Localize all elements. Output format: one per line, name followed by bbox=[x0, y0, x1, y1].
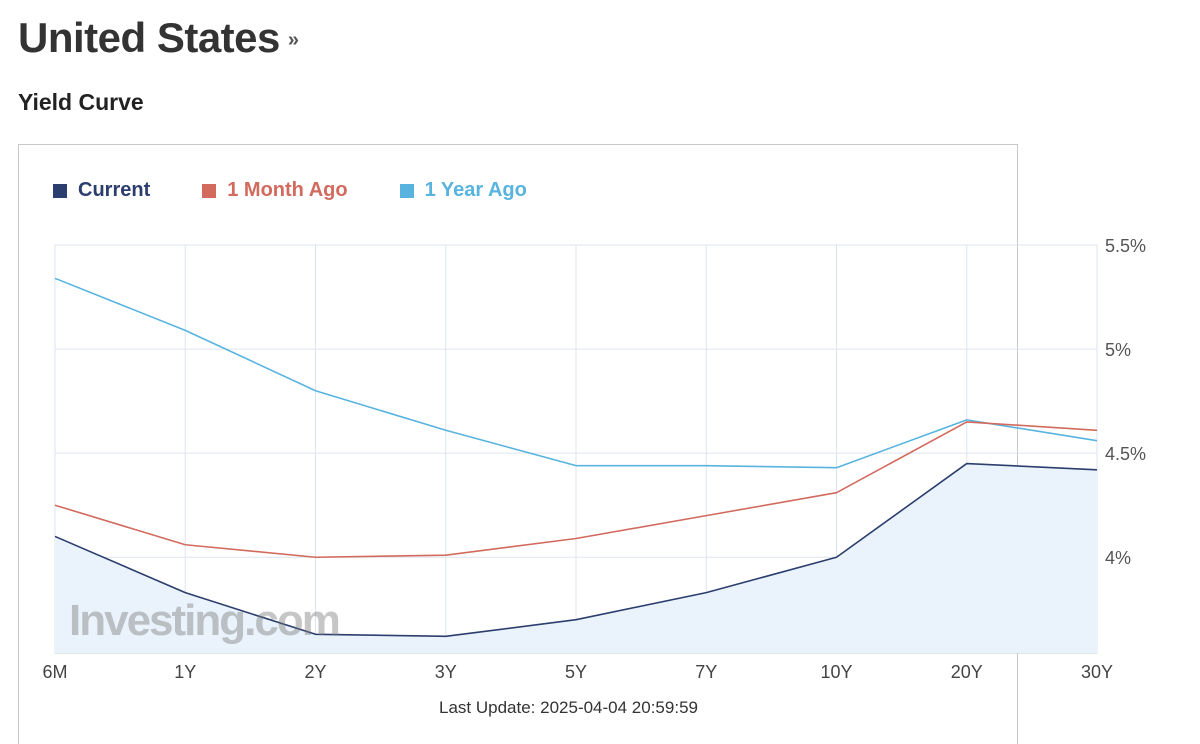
legend-swatch-1-year-ago bbox=[399, 183, 414, 198]
legend-label-1-year-ago: 1 Year Ago bbox=[424, 179, 527, 201]
y-tick-label: 5.5% bbox=[1105, 236, 1146, 256]
y-tick-label: 4% bbox=[1105, 548, 1131, 568]
page-title: United States » bbox=[18, 14, 299, 62]
series-line-1-year-ago bbox=[54, 277, 1098, 469]
x-tick-label: 2Y bbox=[304, 662, 326, 682]
x-tick-label: 10Y bbox=[820, 662, 852, 682]
series-line-current bbox=[54, 462, 1098, 638]
legend-swatch-current bbox=[53, 183, 67, 198]
current-area-fill bbox=[55, 463, 1097, 653]
legend-label-1-month-ago: 1 Month Ago bbox=[227, 179, 348, 201]
legend-item-1-month-ago[interactable]: 1 Month Ago bbox=[202, 179, 348, 202]
investing-watermark: Investing.com bbox=[69, 596, 341, 646]
page-title-text: United States bbox=[18, 14, 280, 61]
section-subtitle: Yield Curve bbox=[18, 89, 144, 115]
y-tick-label: 4.5% bbox=[1105, 444, 1146, 464]
chart-legend: Current 1 Month Ago 1 Year Ago bbox=[53, 179, 579, 202]
x-tick-label: 1Y bbox=[174, 662, 196, 682]
legend-swatch-1-month-ago bbox=[202, 183, 217, 198]
yield-curve-chart: 4% 4.5% 5% 5.5% 6M 1Y 2Y 3Y 5Y 7Y 10Y 20Y 30Y bbox=[42, 236, 1146, 682]
last-update-text: Last Update: 2025-04-04 20:59:59 bbox=[439, 698, 698, 717]
x-tick-label: 30Y bbox=[1081, 662, 1113, 682]
x-tick-label: 20Y bbox=[951, 662, 983, 682]
legend-item-1-year-ago[interactable]: 1 Year Ago bbox=[399, 179, 527, 202]
series-line-1-month-ago bbox=[54, 421, 1098, 559]
double-chevron-right-icon[interactable]: » bbox=[287, 29, 299, 52]
y-tick-label: 5% bbox=[1105, 340, 1131, 360]
legend-label-current: Current bbox=[78, 179, 151, 201]
watermark-text: Investing.com bbox=[69, 596, 341, 645]
x-tick-label: 3Y bbox=[435, 662, 457, 682]
yield-curve-panel: Current 1 Month Ago 1 Year Ago 4% 4.5% 5% 5… bbox=[18, 144, 1146, 744]
x-tick-label: 6M bbox=[42, 662, 67, 682]
x-tick-label: 5Y bbox=[565, 662, 587, 682]
x-tick-label: 7Y bbox=[695, 662, 717, 682]
legend-item-current[interactable]: Current bbox=[53, 179, 150, 202]
